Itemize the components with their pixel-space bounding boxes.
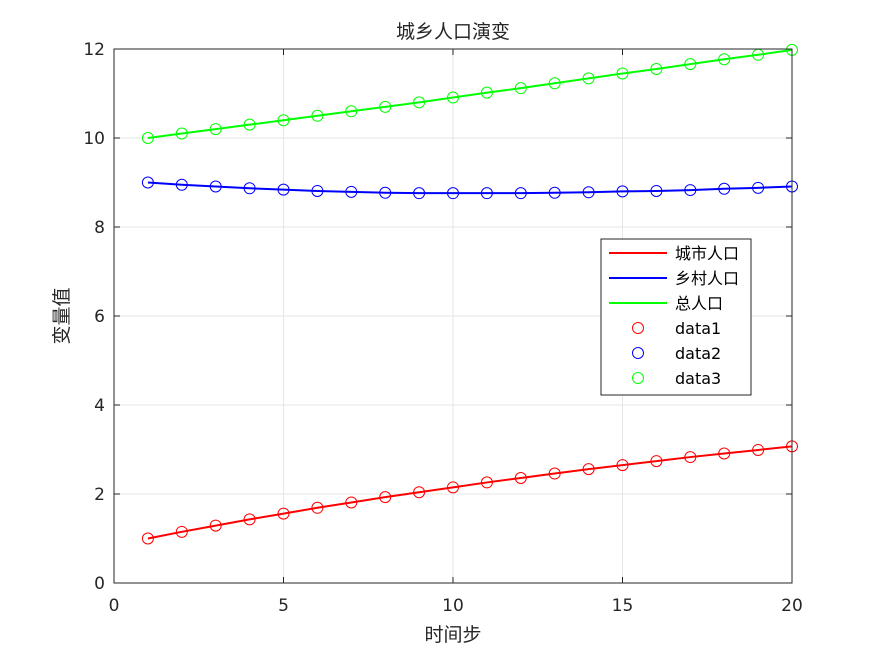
series-4-marker: [684, 184, 697, 197]
legend-entry-label: 总人口: [675, 294, 723, 313]
series-5-marker: [616, 67, 629, 80]
y-tick-label: 10: [83, 129, 105, 149]
series-5-marker: [684, 58, 697, 71]
series-5-marker: [582, 72, 595, 85]
x-tick-label: 15: [612, 596, 634, 616]
series-3-marker: [243, 513, 256, 526]
series-5-marker: [379, 100, 392, 113]
legend-box: [600, 238, 752, 396]
series-4-marker: [447, 187, 459, 200]
series-3-marker: [175, 525, 188, 538]
series-4-marker: [141, 176, 154, 189]
series-4-marker: [413, 187, 426, 200]
series-4-marker: [209, 180, 222, 193]
series-5-marker: [650, 63, 663, 76]
series-5-marker: [175, 127, 188, 140]
y-tick-label: 12: [83, 40, 105, 60]
legend-entry-label: 乡村人口: [675, 269, 739, 288]
y-axis-label: 变量值: [51, 287, 73, 344]
legend-entry-label: data3: [675, 369, 721, 388]
series-4-marker: [345, 185, 358, 198]
series-5-marker: [345, 105, 358, 118]
y-tick-label: 2: [94, 485, 105, 505]
series-5-marker: [548, 77, 561, 90]
series-4-marker: [616, 185, 629, 198]
series-5-marker: [718, 53, 731, 66]
legend-entry-label: data2: [675, 344, 721, 363]
axis-ticks: [113, 48, 793, 584]
series-3-marker: [480, 476, 493, 489]
series-4-marker: [650, 184, 663, 197]
y-tick-label: 4: [94, 396, 105, 416]
legend-marker-swatch: [632, 372, 644, 384]
series-3-marker: [514, 471, 527, 484]
tick-labels: 0 5 10 15 20 0 2 4 6 8 10 12: [83, 40, 802, 616]
series-3-marker: [413, 486, 426, 499]
series-3-marker: [447, 481, 459, 494]
series-5-marker: [277, 114, 290, 127]
y-tick-label: 0: [94, 574, 105, 594]
series-4-marker: [311, 184, 324, 197]
series-3-marker: [582, 463, 595, 476]
series-5-marker: [141, 132, 154, 144]
series-4-marker: [514, 187, 527, 200]
series-5-marker: [243, 118, 256, 131]
series-4-marker: [718, 182, 731, 195]
series-5-marker: [311, 109, 324, 122]
series-3-marker: [718, 447, 731, 460]
series-3-marker: [616, 459, 629, 472]
series-3-marker: [752, 443, 765, 456]
series-4-marker: [379, 186, 392, 199]
series-group: [141, 43, 798, 545]
series-5-marker: [209, 123, 222, 136]
series-5-marker: [514, 82, 527, 95]
series-3-marker: [141, 532, 154, 545]
series-4-marker: [277, 183, 290, 196]
x-tick-label: 5: [278, 596, 289, 616]
legend-marker-swatch: [632, 347, 644, 359]
series-3-marker: [311, 501, 324, 514]
chart-title: 城乡人口演变: [396, 21, 510, 43]
series-3-marker: [650, 455, 663, 468]
x-tick-label: 20: [781, 596, 803, 616]
x-tick-label: 0: [109, 596, 120, 616]
series-4-marker: [548, 186, 561, 199]
series-3-marker: [548, 467, 561, 480]
series-4-marker: [480, 187, 493, 200]
y-tick-label: 6: [94, 307, 105, 327]
series-3-marker: [684, 451, 697, 464]
legend-entry-label: data1: [675, 319, 721, 338]
series-5-marker: [480, 86, 493, 99]
x-tick-label: 10: [442, 596, 464, 616]
series-4-marker: [752, 181, 765, 194]
series-5-marker: [447, 91, 459, 104]
series-3-marker: [209, 519, 222, 532]
series-4-marker: [175, 178, 188, 191]
series-3-marker: [345, 496, 358, 509]
legend-entry-label: 城市人口: [675, 244, 739, 263]
series-4-marker: [243, 182, 256, 195]
series-5-marker: [413, 96, 426, 109]
series-4-marker: [582, 186, 595, 199]
y-tick-label: 8: [94, 218, 105, 238]
series-3-marker: [379, 491, 392, 504]
series-3-marker: [277, 507, 290, 520]
x-axis-label: 时间步: [424, 624, 481, 646]
legend-marker-swatch: [632, 322, 644, 334]
